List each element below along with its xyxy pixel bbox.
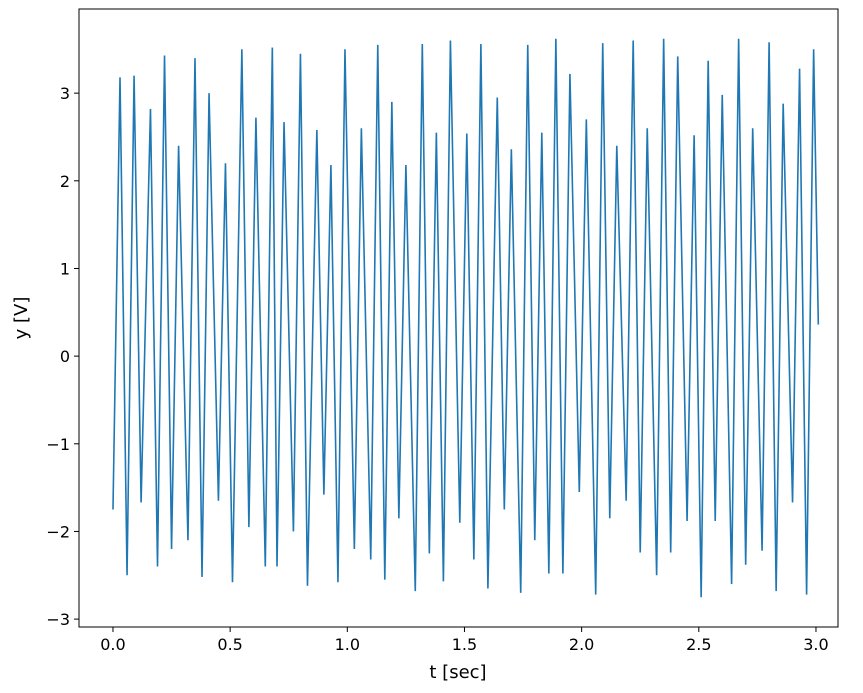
x-tick-label: 2.0 — [569, 635, 594, 654]
x-tick-label: 1.5 — [452, 635, 477, 654]
y-tick-label: 3 — [60, 84, 70, 103]
plot-frame — [78, 8, 839, 628]
y-tick-label: 2 — [60, 172, 70, 191]
x-tick-label: 1.0 — [335, 635, 360, 654]
y-tick-label: −3 — [46, 610, 70, 629]
y-tick-label: 0 — [60, 347, 70, 366]
y-tick-label: 1 — [60, 259, 70, 278]
x-tick-label: 0.0 — [100, 635, 125, 654]
x-axis-label: t [sec] — [429, 662, 486, 683]
y-axis-label: y [V] — [11, 297, 32, 340]
y-tick-label: −2 — [46, 522, 70, 541]
x-tick-label: 0.5 — [217, 635, 242, 654]
x-tick-label: 3.0 — [803, 635, 828, 654]
x-tick-label: 2.5 — [686, 635, 711, 654]
data-line — [112, 38, 820, 598]
y-tick-label: −1 — [46, 435, 70, 454]
